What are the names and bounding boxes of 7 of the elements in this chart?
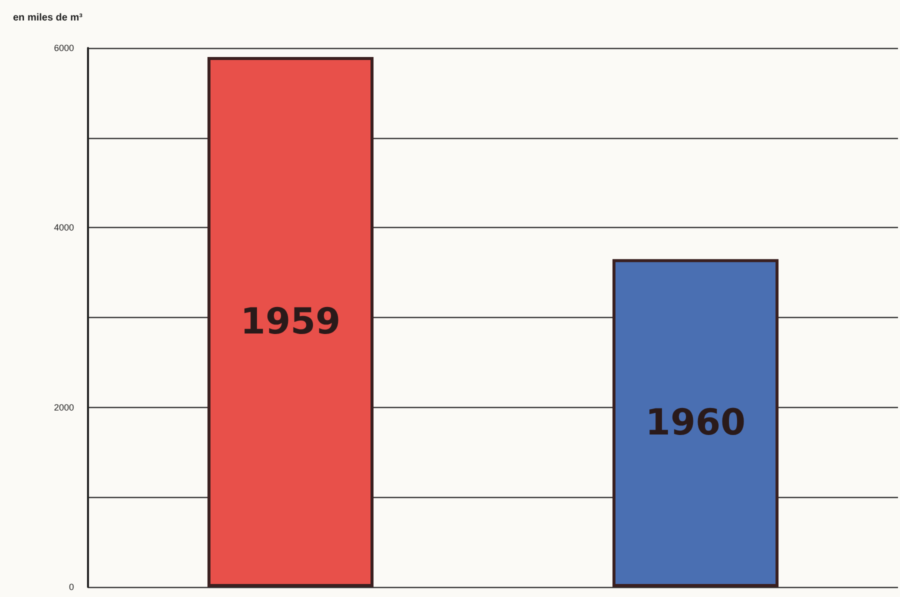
y-tick-label: 4000 [54,222,74,233]
y-tick-label: 6000 [54,43,74,53]
y-tick-label: 2000 [54,402,74,412]
x-tick-label: 1959 [240,301,341,342]
y-axis-title: en miles de m³ [13,12,84,24]
x-tick-label: 1960 [645,402,746,444]
y-tick-label: 0 [68,582,74,592]
